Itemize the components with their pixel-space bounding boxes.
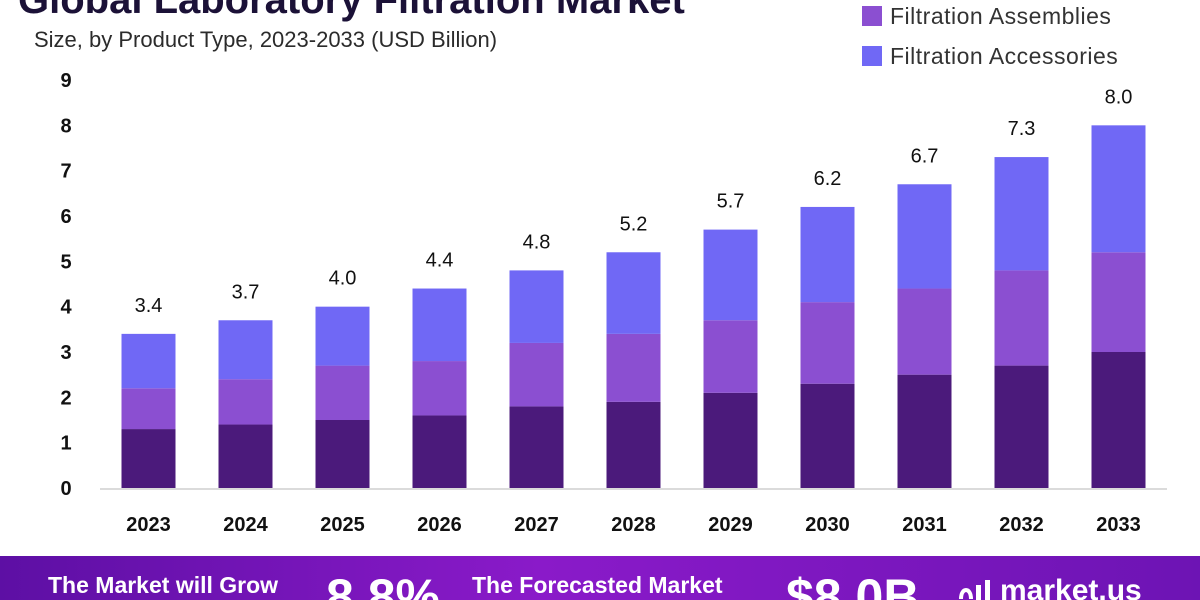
bar-total-label: 6.7 (911, 145, 939, 167)
bar-total-label: 7.3 (1008, 118, 1036, 140)
legend-swatch-accessories (862, 46, 882, 66)
bar-total-label: 3.4 (135, 295, 163, 317)
legend-item-accessories: Filtration Accessories (862, 42, 1119, 69)
bar-segment-base (509, 406, 564, 488)
bar-segment-base (606, 401, 661, 488)
x-tick-label: 2031 (902, 514, 947, 536)
y-tick-label: 9 (60, 70, 71, 92)
x-tick-label: 2027 (514, 514, 559, 536)
bar-total-label: 8.0 (1105, 86, 1133, 108)
page-title: Global Laboratory Filtration Market (18, 0, 685, 22)
y-tick-label: 1 (60, 433, 71, 455)
bar-segment-base (1091, 352, 1146, 488)
y-tick-label: 8 (60, 115, 71, 137)
bar-segment-assemblies (703, 320, 758, 393)
bar-segment-accessories (703, 229, 758, 321)
footer-brand: market.us (958, 574, 1142, 600)
legend-swatch-assemblies (862, 6, 882, 26)
y-tick-label: 2 (60, 387, 71, 409)
bar-segment-assemblies (994, 270, 1049, 366)
bar-segment-accessories (218, 320, 273, 380)
y-tick-label: 3 (60, 342, 71, 364)
bar-segment-assemblies (897, 288, 952, 375)
bar-segment-base (412, 415, 467, 488)
bar-total-label: 5.7 (717, 191, 745, 213)
footer-forecast-value: $8.0B (786, 569, 920, 600)
y-tick-label: 7 (60, 161, 71, 183)
bar-segment-base (897, 374, 952, 488)
bar-segment-accessories (509, 270, 564, 343)
legend-label-accessories: Filtration Accessories (890, 42, 1119, 69)
bar-segment-assemblies (606, 333, 661, 402)
x-tick-label: 2033 (1096, 514, 1141, 536)
bar-total-label: 4.4 (426, 250, 454, 272)
bar-segment-base (800, 383, 855, 488)
market-us-logo-icon (959, 580, 990, 600)
bar-total-label: 3.7 (232, 281, 260, 303)
bar-segment-assemblies (1091, 252, 1146, 352)
footer-grow-label: The Market will Grow (48, 572, 279, 598)
bar-total-label: 6.2 (814, 168, 842, 190)
y-tick-label: 5 (60, 251, 71, 273)
x-tick-label: 2029 (708, 514, 753, 536)
bar-segment-base (218, 424, 273, 488)
bar-total-label: 4.0 (329, 268, 357, 290)
stacked-bar-chart: 0 1 2 3 4 5 6 7 8 9 3.4 2023 3.7 2024 4.0 2025 4.4 2026 4.… (60, 70, 1167, 536)
bar-segment-accessories (800, 206, 855, 303)
legend-item-assemblies: Filtration Assemblies (862, 2, 1118, 29)
x-tick-label: 2025 (320, 514, 365, 536)
legend-label-assemblies: Filtration Assemblies (890, 2, 1112, 29)
bar-segment-accessories (606, 252, 661, 334)
bar-segment-assemblies (218, 379, 273, 425)
bar-segment-assemblies (509, 342, 564, 407)
x-tick-label: 2026 (417, 514, 462, 536)
bar-segment-assemblies (412, 361, 467, 416)
bar-segment-assemblies (121, 388, 176, 430)
bar-segment-assemblies (315, 365, 370, 420)
x-tick-label: 2032 (999, 514, 1044, 536)
y-tick-label: 6 (60, 206, 71, 228)
legend: Filtration Assemblies Filtration Accesso… (862, 2, 1119, 84)
bar-segment-base (703, 392, 758, 488)
bar-segment-accessories (994, 157, 1049, 271)
bar-total-label: 4.8 (523, 231, 551, 253)
y-tick-label: 4 (60, 297, 72, 319)
x-tick-label: 2028 (611, 514, 656, 536)
bar-segment-base (315, 420, 370, 488)
bar-segment-accessories (1091, 125, 1146, 253)
bar-segment-accessories (315, 306, 370, 366)
x-tick-label: 2030 (805, 514, 850, 536)
chart-subtitle: Size, by Product Type, 2023-2033 (USD Bi… (34, 27, 498, 52)
bar-segment-accessories (121, 333, 176, 389)
footer-banner: The Market will Grow 8.8% The Forecasted… (0, 556, 1200, 600)
footer-brand-label: market.us (1000, 574, 1142, 600)
bar-segment-base (121, 429, 176, 488)
bar-segment-assemblies (800, 302, 855, 384)
bar-segment-accessories (897, 184, 952, 289)
footer-forecast-label: The Forecasted Market (472, 572, 723, 598)
bar-segment-base (994, 365, 1049, 488)
footer-cagr-value: 8.8% (326, 569, 440, 600)
x-tick-label: 2023 (126, 514, 171, 536)
x-tick-label: 2024 (223, 514, 268, 536)
bar-segment-accessories (412, 288, 467, 362)
y-tick-label: 0 (60, 478, 71, 500)
bar-total-label: 5.2 (620, 213, 648, 235)
